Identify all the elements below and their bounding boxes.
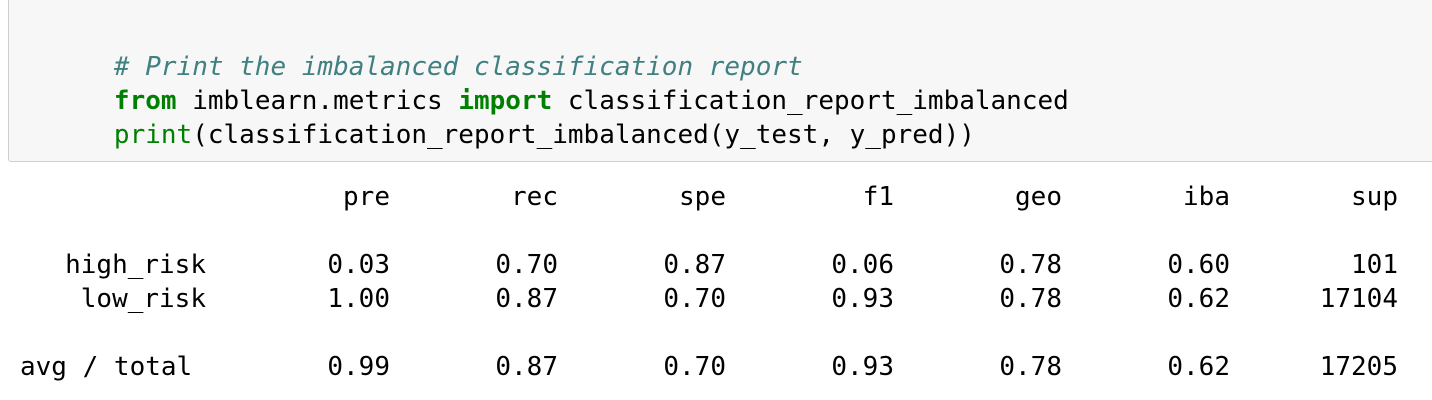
report-header-f1: f1 [862,182,894,212]
code-line-import: from imblearn.metrics import classificat… [20,50,1069,116]
builtin-print: print [113,120,193,150]
report-row-label: high_risk [65,250,206,280]
code-comment: # Print the imbalanced classification re… [113,52,803,82]
report-cell: 0.87 [663,250,726,280]
print-args: (classification_report_imbalanced(y_test… [192,120,975,150]
report-cell: 0.78 [999,250,1062,280]
report-total-cell: 17205 [1319,352,1398,382]
report-cell: 1.00 [327,284,390,314]
code-line-comment: # Print the imbalanced classification re… [20,16,803,82]
report-total-cell: 0.87 [495,352,558,382]
report-cell: 17104 [1319,284,1398,314]
report-header-geo: geo [1015,182,1062,212]
keyword-import: import [458,86,553,116]
report-header-spe: spe [679,182,726,212]
report-cell: 0.70 [663,284,726,314]
report-total-label: avg / total [20,352,193,382]
module-name: imblearn.metrics [176,86,459,116]
keyword-from: from [113,86,177,116]
report-cell: 0.62 [1167,284,1230,314]
report-cell: 0.06 [831,250,894,280]
report-cell: 0.60 [1167,250,1230,280]
report-header-sup: sup [1351,182,1398,212]
report-header-pre: pre [343,182,390,212]
code-line-print: print(classification_report_imbalanced(y… [20,84,975,150]
report-total-cell: 0.99 [327,352,390,382]
code-cell-input[interactable]: # Print the imbalanced classification re… [8,0,1432,162]
report-cell: 0.78 [999,284,1062,314]
report-total-cell: 0.93 [831,352,894,382]
report-cell: 0.70 [495,250,558,280]
report-total-cell: 0.70 [663,352,726,382]
report-total-cell: 0.62 [1167,352,1230,382]
report-row-label: low_risk [80,284,206,314]
imported-name: classification_report_imbalanced [552,86,1069,116]
report-cell: 101 [1351,250,1398,280]
report-cell: 0.87 [495,284,558,314]
report-cell: 0.03 [327,250,390,280]
report-header-iba: iba [1183,182,1230,212]
report-cell: 0.93 [831,284,894,314]
report-total-cell: 0.78 [999,352,1062,382]
report-header-rec: rec [511,182,558,212]
